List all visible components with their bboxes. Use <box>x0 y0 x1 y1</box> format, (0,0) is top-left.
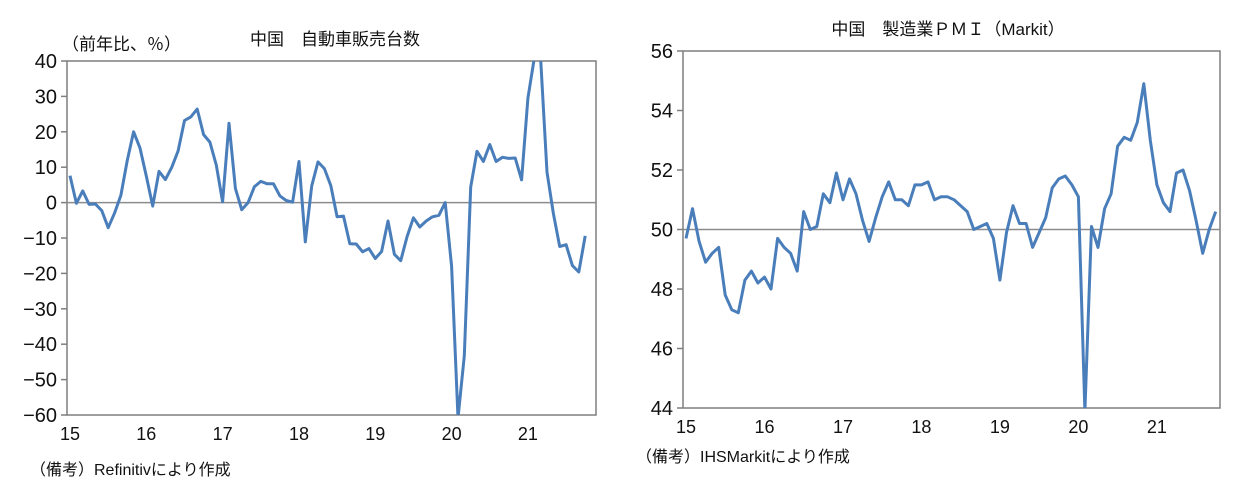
left-y-tick-label: 0 <box>46 193 57 215</box>
right-y-tick-label: 52 <box>651 160 673 182</box>
left-x-tick-label: 20 <box>442 424 462 444</box>
left-chart-source-note: （備考）Refinitivにより作成 <box>30 462 231 479</box>
right-x-tick-label: 18 <box>911 417 931 437</box>
right-y-tick-label: 54 <box>651 101 673 123</box>
left-x-tick-label: 19 <box>365 424 385 444</box>
left-x-tick-label: 16 <box>136 424 156 444</box>
left-x-tick-label: 21 <box>518 424 538 444</box>
left-y-tick-label: 10 <box>35 157 57 179</box>
left-chart: 中国 自動車販売台数 （前年比、％） 40 30 20 10 0 −10 −20 −30 −40 −5… <box>23 30 597 444</box>
left-y-tick-label: 20 <box>35 122 57 144</box>
left-y-axis-label: （前年比、％） <box>62 35 181 54</box>
right-chart-title: 中国 製造業ＰＭＩ（Markit） <box>831 20 1064 39</box>
left-y-tick-label: −10 <box>23 228 57 250</box>
right-y-tick-label: 48 <box>651 279 673 301</box>
left-chart-title: 中国 自動車販売台数 <box>250 30 420 49</box>
right-y-tick-label: 56 <box>651 41 673 63</box>
right-x-tick-label: 17 <box>833 417 853 437</box>
right-chart-source-note: （備考）IHSMarkitにより作成 <box>636 449 850 466</box>
right-y-tick-label: 46 <box>651 339 673 361</box>
left-plot-frame <box>66 60 597 416</box>
left-y-tick-label: −40 <box>23 334 57 356</box>
right-x-tick-label: 21 <box>1147 417 1167 437</box>
right-x-tick-label: 20 <box>1068 417 1088 437</box>
left-x-tick-label: 15 <box>60 424 80 444</box>
left-y-tick-label: 40 <box>35 51 57 73</box>
right-series-line <box>684 82 1218 408</box>
right-x-tick-label: 19 <box>990 417 1010 437</box>
left-y-tick-label: −20 <box>23 263 57 285</box>
left-series-line <box>68 61 587 415</box>
right-x-tick-label: 16 <box>754 417 774 437</box>
left-y-tick-label: −30 <box>23 299 57 321</box>
left-x-tick-label: 17 <box>213 424 233 444</box>
right-y-tick-label: 44 <box>651 398 673 420</box>
left-y-tick-label: −50 <box>23 370 57 392</box>
left-y-tick-label: −60 <box>23 405 57 427</box>
right-x-tick-label: 15 <box>676 417 696 437</box>
left-x-tick-label: 18 <box>289 424 309 444</box>
right-y-tick-label: 50 <box>651 220 673 242</box>
left-y-tick-label: 30 <box>35 86 57 108</box>
